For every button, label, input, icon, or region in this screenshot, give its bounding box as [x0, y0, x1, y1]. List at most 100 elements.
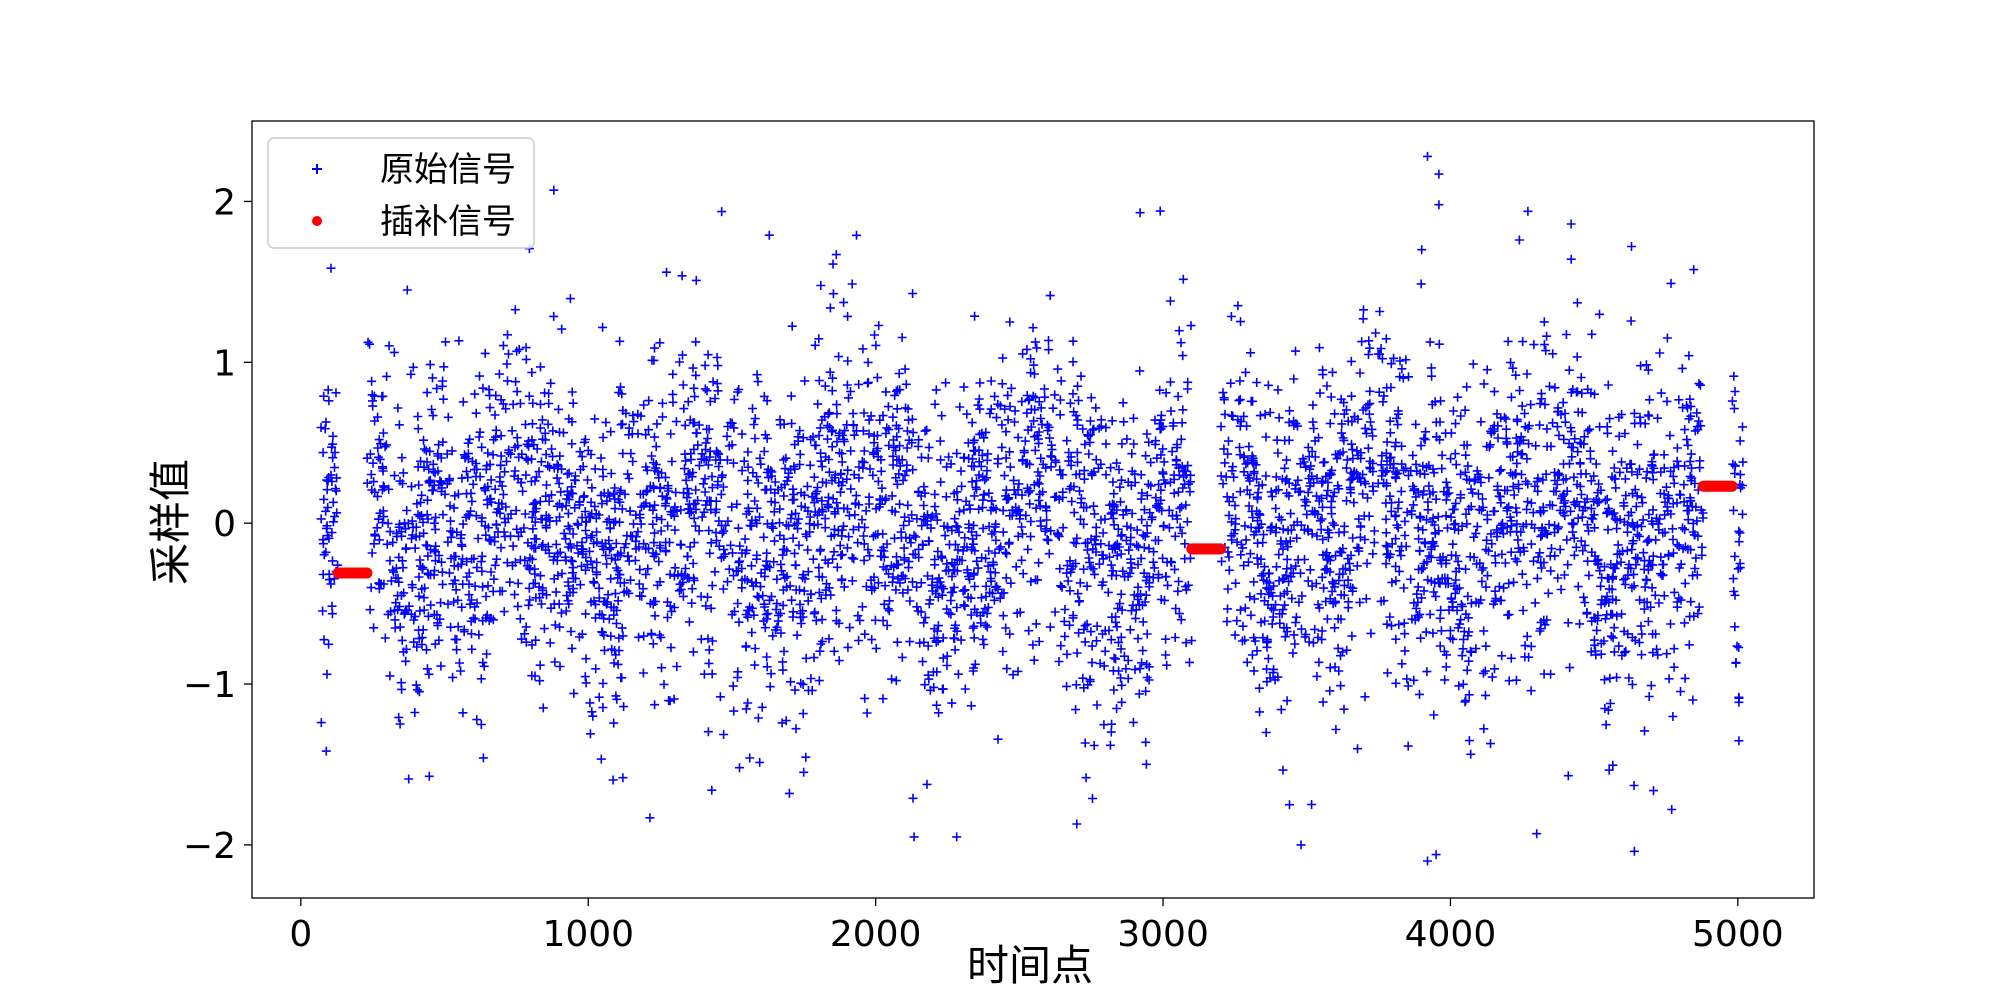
- data-point-original: [567, 417, 577, 427]
- data-point-original: [1558, 475, 1568, 485]
- data-point-original: [375, 454, 385, 464]
- data-point-original: [997, 442, 1007, 452]
- data-point-original: [1547, 544, 1556, 553]
- data-point-original: [425, 360, 435, 370]
- data-point-original: [844, 393, 853, 403]
- data-point-original: [1633, 440, 1642, 450]
- data-point-original: [1543, 588, 1553, 598]
- data-point-original: [1113, 603, 1123, 613]
- data-point-original: [1109, 489, 1119, 499]
- data-point-original: [1502, 485, 1512, 495]
- data-point-original: [824, 634, 834, 644]
- data-point-original: [1246, 523, 1256, 532]
- data-point-original: [581, 517, 591, 527]
- data-point-original: [995, 593, 1005, 603]
- data-point-original: [1658, 560, 1668, 570]
- data-point-original: [566, 627, 576, 636]
- data-point-original: [592, 567, 601, 577]
- data-point-original: [1451, 498, 1461, 508]
- data-point-original: [1575, 619, 1585, 629]
- data-point-original: [870, 615, 880, 625]
- data-point-original: [1414, 534, 1424, 544]
- data-point-original: [1034, 637, 1044, 646]
- data-point-original: [1068, 357, 1078, 367]
- data-point-original: [1328, 491, 1338, 501]
- data-point-original: [1184, 479, 1194, 489]
- data-point-original: [424, 669, 434, 679]
- data-point-original: [998, 647, 1008, 656]
- data-point-original: [1079, 474, 1089, 484]
- data-point-original: [1626, 316, 1636, 326]
- data-point-original: [537, 599, 546, 609]
- data-point-original: [974, 470, 984, 480]
- data-point-original: [1453, 623, 1463, 633]
- data-point-original: [1381, 334, 1391, 344]
- data-point-original: [821, 452, 831, 462]
- data-point-original: [1562, 535, 1572, 545]
- data-point-original: [457, 473, 467, 483]
- data-point-original: [1083, 680, 1093, 690]
- data-point-original: [894, 424, 904, 434]
- data-point-original: [1323, 486, 1333, 495]
- data-point-original: [1535, 399, 1545, 409]
- data-point-original: [1322, 614, 1332, 624]
- data-point-original: [394, 420, 404, 430]
- data-point-original: [874, 321, 884, 330]
- data-point-original: [1258, 538, 1268, 548]
- data-point-original: [365, 605, 375, 615]
- data-point-original: [1738, 457, 1748, 467]
- data-point-original: [1108, 666, 1118, 676]
- data-point-original: [1646, 681, 1656, 691]
- data-point-original: [1650, 590, 1660, 600]
- data-point-original: [1659, 591, 1669, 601]
- data-point-original: [815, 423, 825, 433]
- data-point-original: [932, 515, 942, 525]
- data-point-original: [631, 510, 641, 520]
- data-point-original: [616, 485, 626, 495]
- data-point-original: [973, 400, 983, 410]
- data-point-original: [1435, 613, 1445, 623]
- data-point-original: [478, 753, 488, 763]
- data-point-original: [448, 672, 458, 682]
- data-point-original: [837, 550, 847, 560]
- data-point-original: [1170, 531, 1180, 541]
- data-point-original: [1730, 461, 1740, 471]
- data-point-original: [502, 457, 511, 466]
- data-point-original: [457, 541, 467, 551]
- data-point-original: [1397, 364, 1407, 374]
- data-point-original: [567, 439, 577, 449]
- data-point-original: [1439, 487, 1449, 497]
- data-point-original: [554, 404, 563, 414]
- data-point-original: [850, 510, 860, 520]
- data-point-original: [408, 530, 417, 540]
- data-point-original: [873, 578, 883, 588]
- data-point-original: [959, 600, 969, 610]
- data-point-original: [1024, 395, 1034, 405]
- data-point-original: [884, 596, 894, 606]
- data-point-original: [1493, 481, 1502, 491]
- data-point-original: [1261, 728, 1271, 737]
- data-point-original: [828, 289, 838, 299]
- data-point-original: [1345, 559, 1354, 569]
- data-point-original: [422, 388, 432, 398]
- data-point-original: [513, 601, 523, 611]
- data-point-original: [1011, 562, 1021, 572]
- data-point-original: [1151, 535, 1160, 545]
- data-point-original: [760, 485, 770, 495]
- data-point-original: [464, 579, 474, 589]
- data-point-original: [1263, 637, 1272, 646]
- data-point-original: [1245, 490, 1255, 499]
- data-point-original: [483, 482, 493, 492]
- data-point-original: [609, 518, 619, 528]
- data-point-original: [1133, 634, 1143, 644]
- data-point-original: [1337, 419, 1347, 429]
- data-point-original: [596, 490, 606, 500]
- data-point-original: [949, 633, 959, 643]
- data-point-original: [765, 682, 775, 692]
- data-point-original: [1356, 453, 1366, 463]
- data-point-original: [1038, 487, 1048, 497]
- data-point-original: [616, 548, 626, 558]
- data-point-original: [601, 417, 611, 427]
- data-point-original: [729, 395, 739, 404]
- data-point-original: [1620, 429, 1630, 438]
